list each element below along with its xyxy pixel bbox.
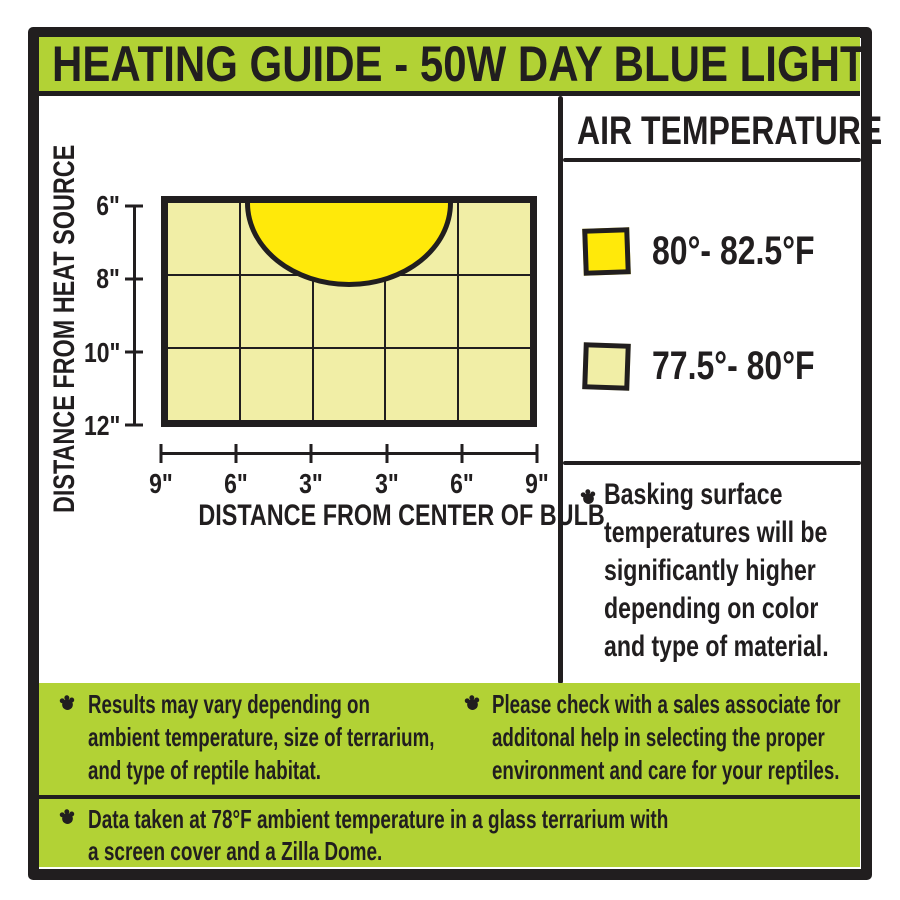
x-axis-title: DISTANCE FROM CENTER OF BULB <box>198 499 605 532</box>
outer-frame <box>28 27 872 880</box>
y-axis-ticks <box>125 204 143 427</box>
legend-item-hot: 80°- 82.5°F <box>582 227 855 276</box>
footer-notes-section <box>39 683 860 795</box>
x-axis-tick <box>159 444 163 463</box>
x-axis-tick <box>535 444 539 463</box>
x-axis-ticks <box>159 444 539 463</box>
panel-divider-vertical <box>558 96 563 684</box>
y-axis-tick-label: 8" <box>96 263 120 295</box>
grid-line-vertical <box>311 203 314 420</box>
footer-note-left: Results may vary depending on ambient te… <box>88 689 435 785</box>
grid-line-vertical <box>239 203 242 420</box>
y-axis-line <box>133 206 136 425</box>
legend-swatch-warm <box>582 342 631 391</box>
grid-line-vertical <box>456 203 459 420</box>
y-axis-tick <box>125 350 143 354</box>
x-axis-tick-label: 3" <box>374 468 399 499</box>
x-axis-tick-label: 9" <box>525 468 549 499</box>
x-axis-tick <box>234 444 238 463</box>
y-axis-tick-label: 12" <box>83 409 120 441</box>
legend-swatch-hot <box>582 227 631 276</box>
footer-data-note: Data taken at 78°F ambient temperature i… <box>88 804 669 866</box>
panel-divider-top <box>563 158 861 162</box>
basking-note: Basking surface temperatures will be sig… <box>604 478 829 663</box>
x-axis-tick-label: 3" <box>299 468 324 499</box>
paw-bullet-icon <box>464 694 481 711</box>
legend-item-warm: 77.5°- 80°F <box>582 342 855 391</box>
plot-area <box>161 196 537 427</box>
y-axis-tick-label: 10" <box>83 336 120 368</box>
plot-grid <box>168 203 530 420</box>
x-axis-line <box>161 452 537 455</box>
footer-note-right: Please check with a sales associate for … <box>492 689 841 785</box>
footer-data-section <box>39 799 860 867</box>
legend-label-warm: 77.5°- 80°F <box>652 344 815 388</box>
page-title: HEATING GUIDE - 50W DAY BLUE LIGHT <box>52 36 866 92</box>
legend-label-hot: 80°- 82.5°F <box>652 229 815 273</box>
x-axis-tick <box>460 444 464 463</box>
panel-divider-bottom <box>563 461 861 465</box>
y-axis-tick-label: 6" <box>96 190 120 221</box>
y-axis-tick <box>125 423 143 427</box>
grid-line-horizontal <box>168 346 530 349</box>
x-axis-tick <box>385 444 389 463</box>
paw-bullet-icon <box>59 808 76 825</box>
x-axis-tick-label: 6" <box>449 468 474 499</box>
y-axis-tick <box>125 204 143 208</box>
x-axis-tick-label: 6" <box>224 468 249 499</box>
x-axis-tick <box>309 444 313 463</box>
grid-line-vertical <box>384 203 387 420</box>
y-axis-tick <box>125 277 143 281</box>
footer-divider <box>39 795 860 799</box>
paw-bullet-icon <box>580 488 597 505</box>
paw-bullet-icon <box>59 694 76 711</box>
y-axis-tick-labels: 6" 8" 10" 12" <box>52 190 120 441</box>
header-bar: HEATING GUIDE - 50W DAY BLUE LIGHT <box>39 36 866 96</box>
x-axis-tick-labels: 9" 6" 3" 3" 6" 9" <box>139 468 559 500</box>
air-temperature-header: AIR TEMPERATURE <box>577 109 883 153</box>
x-axis-tick-label: 9" <box>149 468 173 499</box>
